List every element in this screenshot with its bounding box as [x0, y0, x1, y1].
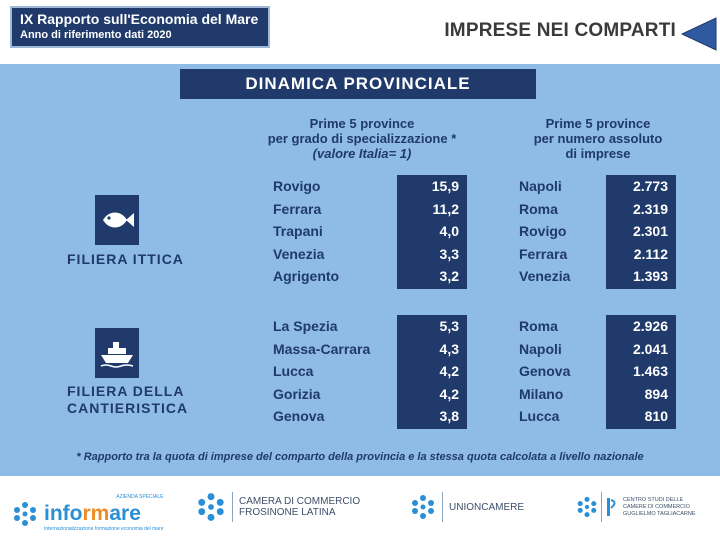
back-arrow-icon[interactable] — [678, 16, 718, 52]
column-header-specialization: Prime 5 province per grado di specializz… — [250, 116, 474, 161]
snowflake-icon — [577, 496, 597, 518]
column-header-line: (valore Italia= 1) — [312, 146, 412, 161]
province-name: Trapani — [273, 223, 323, 239]
province-name: Ferrara — [519, 245, 568, 262]
province-name: Napoli — [519, 340, 562, 357]
camera-commercio-logo: CAMERA DI COMMERCIO FROSINONE LATINA — [196, 492, 360, 522]
value-cell: 2.926 — [632, 318, 668, 334]
value-cell: 11,2 — [432, 200, 459, 217]
province-name: Napoli — [519, 178, 562, 194]
value-cell: 2.773 — [632, 178, 668, 194]
value-cell: 810 — [644, 408, 668, 424]
value-cell: 4,2 — [439, 363, 459, 379]
informare-logo: AZIENDA SPECIALE informare Internazional… — [12, 492, 164, 535]
report-subtitle: Anno di riferimento dati 2020 — [20, 29, 172, 41]
unioncamere-logo: UNIONCAMERE — [410, 492, 524, 522]
value-cell: 2.301 — [632, 223, 668, 239]
column-header-line: per grado di specializzazione * — [267, 131, 457, 146]
value-cell: 1.463 — [632, 363, 668, 379]
province-name: Venezia — [273, 245, 325, 262]
logo-divider — [442, 492, 443, 522]
province-name: Genova — [519, 363, 571, 379]
province-name: Genova — [273, 408, 325, 424]
informare-wordmark: informare — [44, 503, 164, 524]
value-cell: 2.041 — [632, 340, 668, 357]
sector-label-ittica: FILIERA ITTICA — [67, 251, 184, 268]
province-name: Gorizia — [273, 385, 321, 402]
province-name: Rovigo — [273, 178, 321, 194]
column-header-absolute: Prime 5 province per numero assoluto di … — [508, 116, 688, 161]
report-title: IX Rapporto sull'Economia del Mare — [20, 11, 259, 27]
sector-label-cantieristica: FILIERA DELLA CANTIERISTICA — [67, 383, 188, 417]
snowflake-icon — [412, 495, 434, 519]
value-cell: 2.319 — [632, 200, 668, 217]
tagliacarne-line3: GUGLIELMO TAGLIACARNE — [623, 510, 696, 517]
snowflake-icon — [198, 493, 224, 521]
cantieristica-specialization-provinces: La Spezia Massa-Carrara Lucca Gorizia Ge… — [273, 315, 403, 428]
value-cell: 5,3 — [439, 318, 459, 334]
value-cell: 3,3 — [439, 245, 459, 262]
snowflake-icon — [14, 501, 36, 526]
cantieristica-absolute-values: 2.926 2.041 1.463 894 810 — [606, 315, 676, 429]
province-name: Milano — [519, 385, 564, 402]
province-name: Ferrara — [273, 200, 322, 217]
value-cell: 894 — [644, 385, 668, 402]
cantieristica-absolute-provinces: Roma Napoli Genova Milano Lucca — [519, 315, 609, 428]
logo-divider — [601, 492, 602, 522]
value-cell: 3,2 — [439, 268, 459, 284]
cantieristica-specialization-values: 5,3 4,3 4,2 4,2 3,8 — [397, 315, 467, 429]
value-cell: 3,8 — [439, 408, 459, 424]
province-name: Lucca — [273, 363, 314, 379]
column-header-line: Prime 5 province — [545, 116, 651, 131]
column-header-line: Prime 5 province — [309, 116, 415, 131]
tagliacarne-logo: CENTRO STUDI DELLE CAMERE DI COMMERCIO G… — [576, 492, 696, 522]
value-cell: 4,3 — [439, 340, 459, 357]
value-cell: 4,2 — [439, 385, 459, 402]
province-name: Roma — [519, 200, 558, 217]
unioncamere-name: UNIONCAMERE — [449, 501, 525, 513]
tagliacarne-line1: CENTRO STUDI DELLE — [623, 496, 684, 503]
ittica-absolute-provinces: Napoli Roma Rovigo Ferrara Venezia — [519, 175, 609, 288]
province-name: Massa-Carrara — [273, 340, 371, 357]
tagliacarne-mark-icon — [607, 498, 616, 516]
content-panel — [0, 64, 720, 476]
province-name: Lucca — [519, 408, 560, 424]
value-cell: 1.393 — [632, 268, 668, 284]
province-name: Rovigo — [519, 223, 567, 239]
column-header-line: per numero assoluto — [533, 131, 663, 146]
sector-label-line: CANTIERISTICA — [67, 400, 189, 416]
logo-divider — [232, 492, 233, 522]
informare-tag: AZIENDA SPECIALE — [116, 494, 164, 500]
report-header-box: IX Rapporto sull'Economia del Mare Anno … — [10, 6, 270, 48]
informare-tagline: Internazionalizzazione formazione econom… — [44, 526, 164, 532]
sector-label-line: FILIERA DELLA — [67, 383, 185, 399]
informare-wordmark-part: are — [109, 502, 141, 525]
ship-icon — [95, 328, 139, 378]
fish-icon — [95, 195, 139, 245]
ittica-specialization-provinces: Rovigo Ferrara Trapani Venezia Agrigento — [273, 175, 403, 288]
page-title: IMPRESE NEI COMPARTI — [444, 20, 676, 41]
camera-line1: CAMERA DI COMMERCIO — [239, 496, 361, 507]
camera-line2: FROSINONE LATINA — [239, 507, 336, 518]
province-name: Roma — [519, 318, 558, 334]
tagliacarne-line2: CAMERE DI COMMERCIO — [623, 503, 690, 510]
province-name: Venezia — [519, 268, 571, 284]
province-name: Agrigento — [273, 268, 340, 284]
informare-wordmark-part: info — [44, 502, 83, 525]
partner-logos: AZIENDA SPECIALE informare Internazional… — [0, 478, 720, 540]
informare-wordmark-part: rm — [82, 502, 110, 525]
footnote: * Rapporto tra la quota di imprese del c… — [76, 451, 644, 463]
value-cell: 4,0 — [439, 223, 459, 239]
sector-label-line: FILIERA ITTICA — [67, 251, 184, 267]
value-cell: 2.112 — [633, 245, 668, 262]
province-name: La Spezia — [273, 318, 338, 334]
value-cell: 15,9 — [431, 178, 459, 194]
ittica-specialization-values: 15,9 11,2 4,0 3,3 3,2 — [397, 175, 467, 289]
section-title: DINAMICA PROVINCIALE — [180, 69, 536, 99]
ittica-absolute-values: 2.773 2.319 2.301 2.112 1.393 — [606, 175, 676, 289]
column-header-line: di imprese — [565, 146, 631, 161]
